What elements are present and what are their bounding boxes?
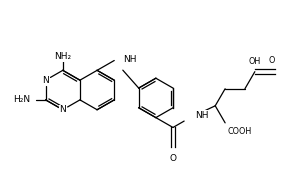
Text: OH: OH bbox=[249, 57, 261, 66]
Text: N: N bbox=[59, 105, 66, 114]
Text: O: O bbox=[269, 56, 275, 65]
Text: H₂N: H₂N bbox=[13, 95, 30, 104]
Text: NH₂: NH₂ bbox=[54, 52, 71, 61]
Text: NH: NH bbox=[123, 55, 137, 64]
Text: N: N bbox=[42, 76, 49, 85]
Text: COOH: COOH bbox=[227, 127, 251, 136]
Text: NH: NH bbox=[195, 111, 209, 120]
Text: O: O bbox=[170, 154, 177, 163]
